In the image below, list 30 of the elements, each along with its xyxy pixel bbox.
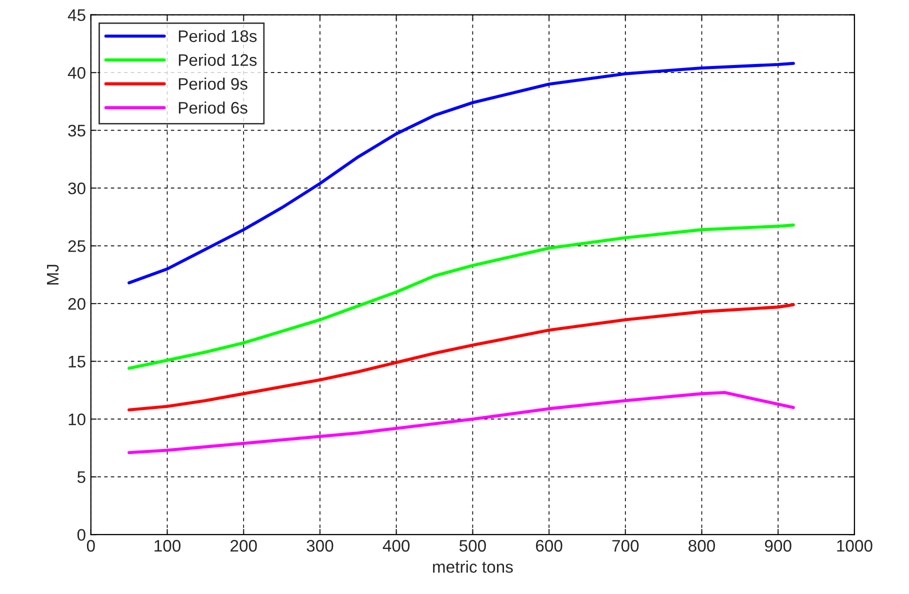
x-tick-label: 700 — [612, 540, 639, 552]
x-tick-label: 300 — [306, 540, 334, 552]
x-tick-label: 600 — [536, 540, 562, 552]
x-axis-title: metric tons — [433, 560, 513, 573]
y-tick-label: 40 — [68, 67, 86, 79]
x-tick-label: 1000 — [837, 540, 872, 552]
legend-label: Period 6s — [178, 101, 248, 114]
line-series — [128, 391, 795, 454]
x-tick-label: 900 — [764, 540, 792, 552]
legend-label: Period 12s — [178, 54, 257, 66]
y-tick-label: 5 — [77, 471, 86, 484]
x-tick-label: 100 — [154, 540, 181, 552]
y-tick-label: 0 — [77, 529, 86, 541]
line-series — [128, 303, 795, 412]
y-tick-label: 45 — [68, 9, 86, 22]
x-tick-label: 800 — [688, 540, 715, 552]
y-tick-label: 35 — [68, 124, 86, 137]
x-tick-label: 500 — [459, 540, 486, 552]
legend-label: Period 9s — [178, 78, 248, 90]
y-axis-title: MJ — [47, 264, 59, 284]
legend-label: Period 18s — [178, 30, 257, 42]
y-tick-label: 25 — [68, 240, 86, 252]
x-tick-label: 200 — [230, 540, 257, 552]
line-series — [128, 224, 795, 370]
x-tick-label: 0 — [86, 540, 95, 552]
x-tick-label: 400 — [382, 540, 410, 552]
y-tick-label: 15 — [68, 356, 86, 368]
y-tick-label: 10 — [68, 414, 86, 426]
y-tick-label: 30 — [68, 182, 86, 194]
y-tick-label: 20 — [68, 298, 86, 310]
